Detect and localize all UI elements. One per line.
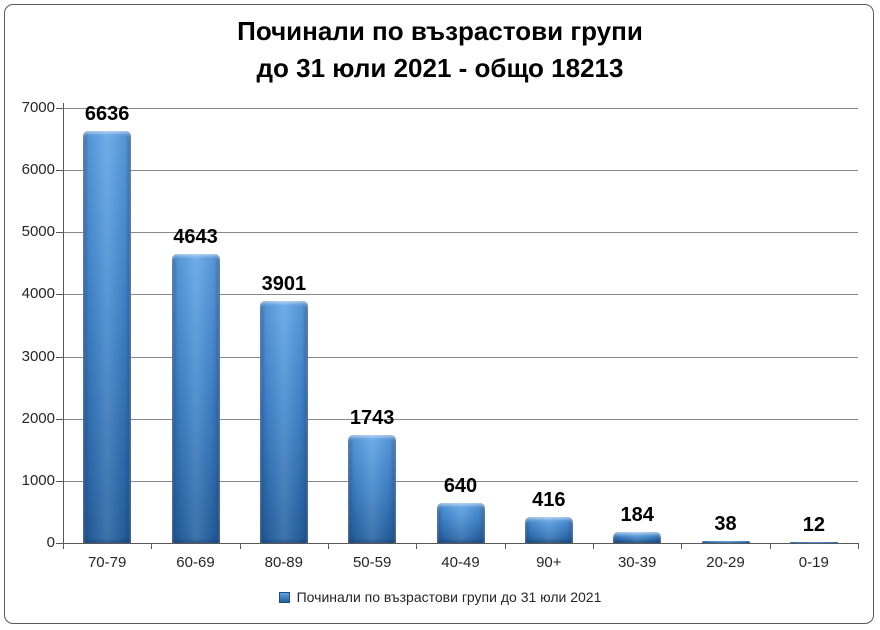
bar-value-label-80-89: 3901	[261, 272, 307, 295]
bar-value-label-40-49: 640	[443, 475, 478, 498]
gridline-5000	[63, 232, 858, 234]
bar-50-59	[348, 434, 397, 543]
x-axis-tick-0	[63, 543, 64, 549]
y-axis-tick-6000	[56, 170, 63, 172]
y-axis-tick-7000	[56, 108, 63, 109]
x-cat-label-90+: 90+	[536, 554, 562, 571]
x-cat-label-80-89: 80-89	[264, 554, 303, 571]
bar-value-label-0-19: 12	[802, 514, 825, 536]
bar-80-89	[259, 300, 308, 543]
y-tick-label-3000: 3000	[21, 347, 55, 365]
y-tick-label-6000: 6000	[21, 161, 55, 179]
y-axis-line	[63, 103, 64, 543]
gridline-1000	[63, 480, 858, 482]
x-axis-tick-7	[681, 543, 683, 549]
bar-30-39	[613, 531, 662, 543]
x-axis-tick-2	[239, 543, 241, 549]
x-axis-tick-3	[328, 543, 329, 549]
chart-title-line2: до 31 юли 2021 - общо 18213	[256, 53, 624, 83]
x-cat-label-70-79: 70-79	[87, 554, 127, 571]
bar-0-19	[789, 542, 838, 543]
x-axis-tick-1	[151, 543, 153, 549]
x-axis-tick-5	[504, 543, 506, 549]
y-axis-tick-5000	[56, 232, 63, 234]
gridline-3000	[63, 356, 858, 358]
chart-title: Починали по възрастови групи до 31 юли 2…	[0, 13, 880, 87]
legend-marker-icon	[278, 591, 290, 603]
bar-90+	[524, 517, 573, 543]
bar-60-69	[171, 254, 220, 543]
x-axis-line	[63, 543, 859, 544]
bar-20-29	[701, 540, 750, 543]
legend-label: Починали по възрастови групи до 31 юли 2…	[296, 589, 602, 605]
bar-value-label-30-39: 184	[620, 503, 654, 526]
x-cat-label-50-59: 50-59	[352, 554, 392, 571]
gridline-4000	[63, 294, 858, 296]
bar-70-79	[83, 130, 132, 543]
x-axis-tick-8	[769, 543, 771, 549]
x-axis-tick-9	[858, 543, 859, 549]
y-axis-tick-4000	[56, 294, 63, 296]
bar-value-label-70-79: 6636	[84, 102, 130, 125]
y-tick-label-5000: 5000	[21, 223, 55, 241]
x-cat-label-0-19: 0-19	[798, 554, 829, 571]
x-axis-tick-6	[593, 543, 594, 549]
y-tick-label-4000: 4000	[21, 285, 55, 303]
gridline-6000	[63, 170, 858, 172]
x-cat-label-60-69: 60-69	[176, 554, 215, 571]
y-tick-label-7000: 7000	[21, 99, 55, 116]
x-axis-tick-4	[416, 543, 418, 549]
chart-title-line1: Починали по възрастови групи	[237, 16, 643, 46]
gridline-7000	[63, 108, 858, 109]
x-cat-label-30-39: 30-39	[617, 554, 657, 571]
y-axis-tick-3000	[56, 356, 63, 358]
y-axis-tick-1000	[56, 480, 63, 482]
bar-value-label-20-29: 38	[714, 512, 737, 535]
gridline-2000	[63, 418, 858, 420]
y-tick-label-1000: 1000	[21, 471, 55, 489]
bar-value-label-60-69: 4643	[173, 226, 218, 249]
chart-legend: Починали по възрастови групи до 31 юли 2…	[0, 589, 880, 605]
y-tick-label-0: 0	[46, 534, 55, 551]
x-cat-label-40-49: 40-49	[441, 554, 480, 571]
bar-40-49	[436, 503, 485, 543]
bar-value-label-50-59: 1743	[349, 406, 395, 429]
y-tick-label-2000: 2000	[21, 409, 55, 427]
bar-value-label-90+: 416	[532, 489, 566, 512]
y-axis-tick-2000	[56, 418, 63, 420]
x-cat-label-20-29: 20-29	[706, 554, 745, 571]
y-axis-tick-0	[56, 543, 63, 544]
